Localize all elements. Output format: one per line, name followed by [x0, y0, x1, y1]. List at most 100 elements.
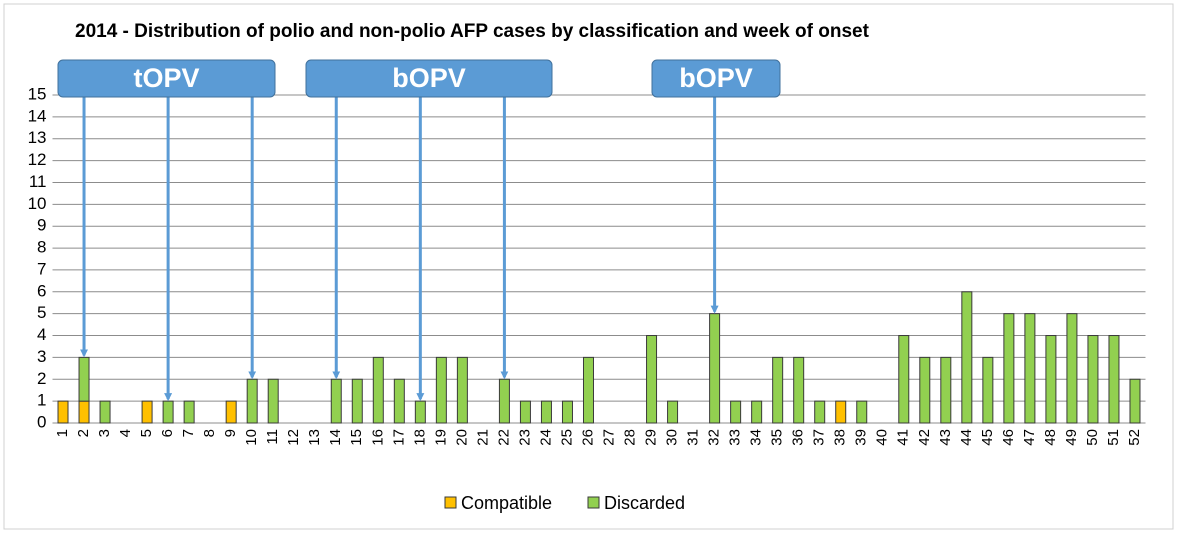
y-tick-label: 6 — [37, 281, 46, 300]
x-tick-label: 31 — [685, 429, 702, 446]
x-tick-label: 20 — [453, 429, 470, 446]
bar — [99, 400, 111, 424]
x-tick-label: 21 — [474, 429, 491, 446]
y-tick-label: 9 — [37, 216, 46, 235]
bar — [898, 335, 910, 424]
x-tick-label: 33 — [727, 429, 744, 446]
bar — [667, 400, 679, 424]
x-tick-label: 42 — [916, 429, 933, 446]
x-tick-label: 4 — [117, 429, 134, 437]
y-tick-label: 7 — [37, 259, 46, 278]
bar — [372, 356, 384, 424]
y-tick-label: 2 — [37, 369, 46, 388]
x-tick-label: 37 — [811, 429, 828, 446]
legend-swatch — [587, 496, 600, 509]
x-tick-label: 18 — [411, 429, 428, 446]
x-tick-label: 7 — [180, 429, 197, 437]
x-tick-label: 1 — [54, 429, 71, 437]
x-tick-label: 11 — [264, 429, 281, 445]
x-tick-label: 49 — [1063, 429, 1080, 446]
x-tick-label: 28 — [621, 429, 638, 446]
x-tick-label: 9 — [222, 429, 239, 437]
annotation-label: bOPV — [679, 63, 753, 93]
y-tick-label: 5 — [37, 303, 46, 322]
legend-swatch — [444, 496, 457, 509]
x-tick-label: 47 — [1021, 429, 1038, 446]
bar — [709, 313, 721, 424]
x-tick-label: 17 — [390, 429, 407, 446]
x-tick-label: 43 — [937, 429, 954, 446]
bar — [730, 400, 742, 424]
x-tick-label: 10 — [243, 429, 260, 446]
bar — [814, 400, 826, 424]
x-tick-label: 15 — [348, 429, 365, 446]
bar — [582, 356, 594, 424]
bar — [57, 400, 69, 424]
y-tick-label: 11 — [29, 172, 47, 191]
x-tick-label: 26 — [579, 429, 596, 446]
x-tick-label: 46 — [1000, 429, 1017, 446]
x-tick-label: 2 — [75, 429, 92, 437]
y-tick-label: 10 — [28, 194, 47, 213]
bar — [393, 378, 405, 424]
bar — [435, 356, 447, 424]
chart-title: 2014 - Distribution of polio and non-pol… — [75, 21, 870, 42]
x-tick-label: 25 — [558, 429, 575, 446]
bar — [183, 400, 195, 424]
x-tick-label: 32 — [706, 429, 723, 446]
x-tick-label: 39 — [853, 429, 870, 446]
x-tick-label: 16 — [369, 429, 386, 446]
bar — [1024, 313, 1036, 424]
x-tick-label: 30 — [664, 429, 681, 446]
bar — [78, 400, 90, 424]
y-tick-label: 1 — [37, 391, 46, 410]
x-tick-label: 23 — [516, 429, 533, 446]
bar — [498, 378, 510, 424]
x-tick-label: 8 — [201, 429, 218, 437]
annotation-box — [57, 59, 276, 98]
bar — [961, 291, 973, 424]
bar — [225, 400, 237, 424]
x-tick-label: 3 — [96, 429, 113, 437]
x-tick-label: 14 — [327, 429, 344, 446]
bar — [561, 400, 573, 424]
x-tick-label: 50 — [1084, 429, 1101, 446]
x-tick-label: 27 — [600, 429, 617, 446]
x-tick-label: 34 — [748, 429, 765, 446]
bar — [940, 356, 952, 424]
bar — [267, 378, 279, 424]
x-tick-label: 51 — [1105, 429, 1122, 446]
bar — [246, 378, 258, 424]
bar — [646, 335, 658, 424]
bar — [1129, 378, 1141, 424]
x-tick-label: 29 — [643, 429, 660, 446]
x-tick-label: 24 — [537, 429, 554, 446]
bar — [414, 400, 426, 424]
bar — [751, 400, 763, 424]
x-tick-label: 36 — [790, 429, 807, 446]
bar — [793, 356, 805, 424]
bar — [1045, 335, 1057, 424]
bar — [772, 356, 784, 424]
y-tick-label: 13 — [28, 128, 47, 147]
bar — [856, 400, 868, 424]
bar — [519, 400, 531, 424]
bar — [1108, 335, 1120, 424]
x-tick-label: 5 — [138, 429, 155, 437]
x-tick-label: 38 — [832, 429, 849, 446]
y-tick-label: 14 — [28, 106, 47, 125]
y-tick-label: 8 — [37, 238, 46, 257]
bar — [456, 356, 468, 424]
annotation-label: bOPV — [392, 63, 466, 93]
bar — [982, 356, 994, 424]
x-tick-label: 13 — [306, 429, 323, 446]
x-tick-label: 19 — [432, 429, 449, 446]
x-tick-label: 40 — [874, 429, 891, 446]
legend-label: Compatible — [461, 493, 552, 513]
bar — [351, 378, 363, 424]
bar — [919, 356, 931, 424]
annotation-box — [651, 59, 781, 98]
x-tick-label: 41 — [895, 429, 912, 446]
x-tick-label: 45 — [979, 429, 996, 446]
